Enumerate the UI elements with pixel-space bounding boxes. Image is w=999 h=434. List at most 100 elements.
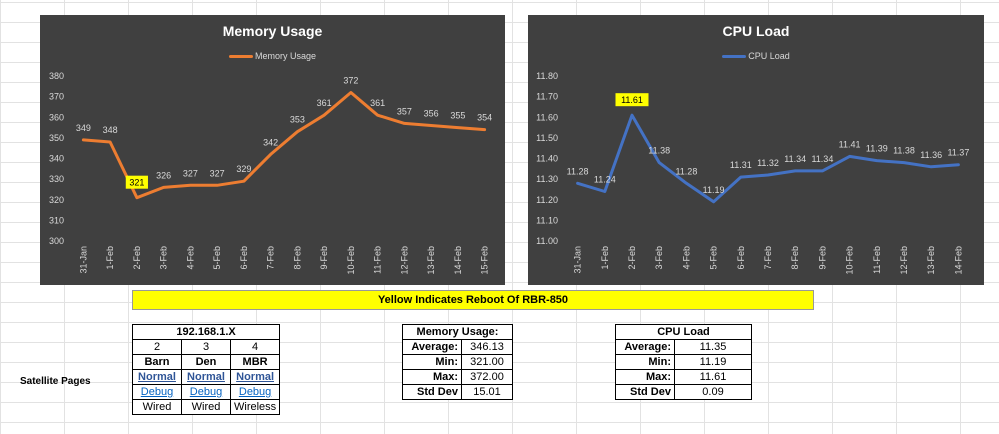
memory-x-tick-label: 14-Feb — [453, 246, 463, 275]
cpu-legend-swatch — [722, 54, 747, 58]
memory-y-tick-label: 370 — [49, 92, 64, 102]
memory-usage-chart: 300 310 320 330 340 350 360 370 380 31-Jan 1-Feb 2-… — [40, 15, 505, 285]
cpu-x-tick-label: 4-Feb — [681, 246, 691, 270]
memory-legend-label: Memory Usage — [254, 51, 317, 61]
cpu-x-tick-label: 13-Feb — [926, 246, 936, 275]
memory-x-tick-label: 3-Feb — [159, 246, 169, 270]
memory-data-label: 348 — [103, 125, 118, 135]
memory-reboot-highlight — [125, 175, 148, 189]
cpu-load-plot: 11.00 11.10 11.20 11.30 11.40 11.50 11.60 11.70… — [536, 71, 969, 275]
memory-data-label: 354 — [477, 113, 492, 123]
memory-data-label: 356 — [424, 109, 439, 119]
barn-connection: Wired — [132, 399, 182, 415]
cpu-x-tick-label: 11-Feb — [872, 246, 882, 274]
cpu-data-label: 11.61 — [621, 95, 643, 105]
cpu-data-label: 11.32 — [757, 158, 779, 168]
cpu-series-line — [576, 113, 960, 204]
den-debug-link[interactable]: Debug — [189, 386, 223, 398]
memory-data-label: 355 — [450, 111, 465, 121]
cpu-chart-legend: CPU Load — [528, 51, 984, 61]
cpu-data-label: 11.38 — [648, 146, 670, 156]
cpu-load-chart: 11.00 11.10 11.20 11.30 11.40 11.50 11.60 11.70… — [528, 15, 984, 285]
cpu-x-tick-label: 6-Feb — [736, 246, 746, 270]
memory-y-tick-label: 310 — [49, 215, 64, 225]
cpu-data-label: 11.38 — [893, 146, 915, 156]
cpu-data-label: 11.36 — [920, 150, 942, 160]
barn-debug-link[interactable]: Debug — [140, 386, 174, 398]
mbr-debug-link[interactable]: Debug — [238, 386, 272, 398]
memory-x-tick-label: 15-Feb — [480, 246, 490, 275]
cpu-data-label: 11.39 — [866, 144, 888, 154]
memory-average-label: Average: — [402, 339, 462, 355]
memory-data-label: 326 — [156, 170, 171, 180]
memory-y-tick-label: 320 — [49, 195, 64, 205]
memory-data-label: 342 — [263, 137, 278, 147]
memory-y-tick-label: 380 — [49, 71, 64, 81]
cpu-x-tick-label: 31-Jan — [573, 246, 583, 274]
mbr-connection: Wireless — [229, 399, 281, 415]
memory-stddev-label: Std Dev — [402, 384, 462, 400]
satellite-pages-label: Satellite Pages — [20, 376, 91, 387]
memory-data-label: 321 — [129, 178, 144, 188]
memory-stats-table: Memory Usage: Average: 346.13 Min: 321.00 … — [402, 324, 513, 400]
den-normal-link[interactable]: Normal — [187, 371, 225, 383]
cpu-max-label: Max: — [615, 369, 675, 385]
memory-x-tick-label: 4-Feb — [185, 246, 195, 270]
cpu-x-tick-label: 1-Feb — [600, 246, 610, 270]
cpu-stats-table: CPU Load Average: 11.35 Min: 11.19 Max: 11.… — [615, 324, 752, 400]
cpu-y-tick-label: 11.70 — [536, 92, 558, 102]
memory-y-tick-label: 340 — [49, 154, 64, 164]
satellite-table: 192.168.1.X 2 3 4 Barn Den MBR Normal No… — [131, 324, 281, 415]
cpu-min-value: 11.19 — [674, 354, 752, 370]
cpu-data-label: 11.28 — [675, 166, 697, 176]
cpu-max-value: 11.61 — [674, 369, 752, 385]
satellite-number: 4 — [229, 339, 281, 355]
memory-x-tick-label: 10-Feb — [346, 246, 356, 275]
cpu-data-label: 11.41 — [839, 139, 861, 149]
satellite-name-mbr: MBR — [229, 354, 281, 370]
memory-y-tick-label: 360 — [49, 112, 64, 122]
cpu-x-tick-label: 2-Feb — [627, 246, 637, 270]
cpu-min-label: Min: — [615, 354, 675, 370]
memory-chart-legend: Memory Usage — [40, 51, 505, 61]
satellite-number: 2 — [132, 339, 182, 355]
memory-data-label: 349 — [76, 123, 91, 133]
memory-max-label: Max: — [402, 369, 462, 385]
cpu-data-label: 11.24 — [594, 175, 616, 185]
cpu-x-tick-label: 9-Feb — [817, 246, 827, 270]
memory-data-label: 361 — [317, 98, 332, 108]
memory-data-label: 329 — [236, 164, 251, 174]
memory-x-tick-label: 11-Feb — [373, 246, 383, 274]
memory-data-label: 372 — [343, 76, 358, 86]
cpu-stats-title: CPU Load — [615, 324, 752, 340]
cpu-x-tick-label: 5-Feb — [709, 246, 719, 270]
memory-y-tick-label: 330 — [49, 174, 64, 184]
cpu-data-label: 11.34 — [811, 154, 833, 164]
cpu-y-tick-label: 11.30 — [536, 174, 558, 184]
memory-data-label: 357 — [397, 106, 412, 116]
reboot-banner: Yellow Indicates Reboot Of RBR-850 — [132, 290, 814, 310]
cpu-data-label: 11.19 — [703, 185, 725, 195]
memory-x-tick-label: 8-Feb — [292, 246, 302, 270]
barn-normal-link[interactable]: Normal — [138, 371, 176, 383]
mbr-normal-link[interactable]: Normal — [236, 371, 275, 383]
cpu-y-tick-label: 11.60 — [536, 112, 558, 122]
memory-max-value: 372.00 — [461, 369, 513, 385]
satellite-number: 3 — [181, 339, 231, 355]
memory-x-tick-label: 7-Feb — [266, 246, 276, 270]
cpu-stddev-label: Std Dev — [615, 384, 675, 400]
memory-x-tick-label: 12-Feb — [399, 246, 409, 275]
satellite-table-title: 192.168.1.X — [131, 324, 281, 340]
cpu-x-tick-label: 10-Feb — [845, 246, 855, 275]
cpu-stddev-value: 0.09 — [674, 384, 752, 400]
memory-average-value: 346.13 — [461, 339, 513, 355]
cpu-chart-title: CPU Load — [722, 23, 790, 39]
cpu-reboot-highlight — [615, 93, 649, 107]
memory-x-tick-label: 5-Feb — [212, 246, 222, 270]
cpu-data-label: 11.34 — [784, 154, 806, 164]
cpu-y-tick-label: 11.00 — [536, 236, 558, 246]
cpu-legend-label: CPU Load — [748, 51, 790, 61]
cpu-data-label: 11.31 — [730, 160, 752, 170]
memory-x-tick-label: 6-Feb — [239, 246, 249, 270]
cpu-y-tick-label: 11.20 — [536, 195, 558, 205]
